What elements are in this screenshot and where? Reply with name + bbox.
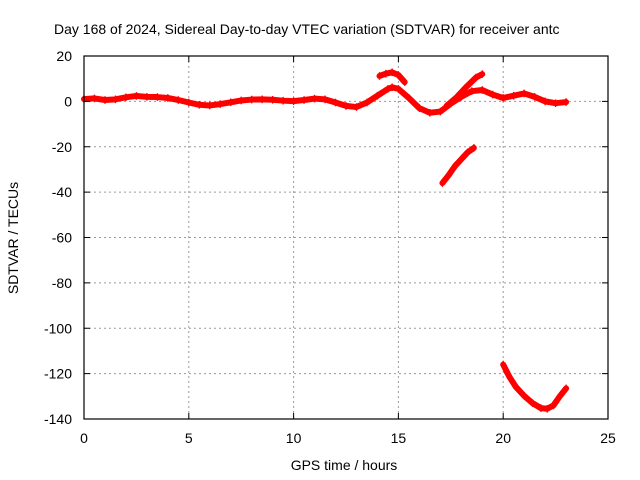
x-tick-label: 5 [185, 430, 193, 446]
x-tick-label: 10 [286, 430, 302, 446]
series-line [502, 363, 568, 410]
chart-title: Day 168 of 2024, Sidereal Day-to-day VTE… [54, 21, 560, 37]
y-tick-label: -40 [52, 184, 72, 200]
y-tick-label: -20 [52, 139, 72, 155]
y-tick-label: -120 [44, 366, 72, 382]
y-tick-label: -80 [52, 275, 72, 291]
series-line [441, 146, 475, 185]
x-tick-label: 25 [600, 430, 616, 446]
y-tick-label: 0 [64, 93, 72, 109]
y-tick-label: 20 [56, 48, 72, 64]
y-axis-label: SDTVAR / TECUs [5, 182, 21, 294]
axis-layer: 0 5 10 15 20 25 -140 -120 -100 -80 -60 -40 -20 0 20 [44, 48, 616, 446]
y-tick-label: -140 [44, 411, 72, 427]
series-layer [81, 68, 570, 413]
x-tick-label: 15 [391, 430, 407, 446]
y-tick-label: -60 [52, 230, 72, 246]
x-tick-label: 0 [80, 430, 88, 446]
x-tick-label: 20 [495, 430, 511, 446]
y-tick-label: -100 [44, 320, 72, 336]
x-axis-label: GPS time / hours [291, 457, 398, 473]
